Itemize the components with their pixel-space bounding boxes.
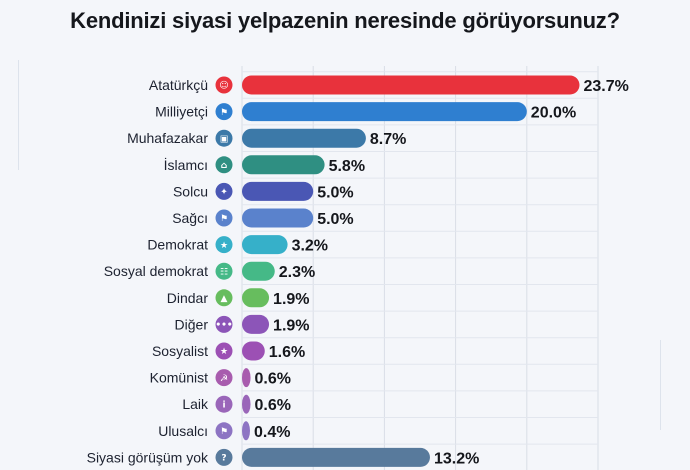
- data-label: 23.7%: [583, 78, 628, 95]
- data-label: 5.8%: [329, 158, 365, 175]
- bar: [242, 155, 325, 175]
- dots-icon-glyph: •••: [215, 321, 232, 331]
- data-label: 0.4%: [254, 424, 290, 441]
- decorative-line: [18, 60, 19, 170]
- category-label: Siyasi görüşüm yok: [87, 449, 209, 465]
- category-label: Sağcı: [172, 210, 208, 226]
- category-label: Diğer: [175, 316, 209, 332]
- data-label: 0.6%: [255, 397, 291, 414]
- flag-icon-glyph: ⚑: [220, 427, 228, 437]
- bar: [242, 75, 580, 95]
- group-icon-glyph: ☷: [220, 267, 228, 277]
- flag-icon: [215, 209, 233, 227]
- person-icon: [215, 76, 233, 94]
- hammer-sickle-icon: [215, 369, 233, 387]
- data-label: 20.0%: [531, 105, 576, 122]
- data-label: 1.9%: [273, 317, 309, 334]
- star-icon-glyph: ★: [220, 241, 228, 251]
- bar: [242, 261, 275, 281]
- mosque-icon: [215, 156, 233, 174]
- bar: [242, 394, 251, 414]
- bar: [242, 368, 251, 388]
- category-label: Muhafazakar: [127, 130, 208, 146]
- decorative-line: [660, 340, 661, 430]
- category-label: Laik: [182, 396, 209, 412]
- flag-icon: [215, 422, 233, 440]
- category-label: Milliyetçi: [155, 104, 208, 120]
- info-icon-glyph: i: [222, 400, 225, 410]
- data-label: 3.2%: [292, 238, 328, 255]
- bar: [242, 181, 314, 201]
- info-icon: [215, 395, 233, 413]
- star-icon-glyph: ★: [220, 347, 228, 357]
- bar: [242, 421, 250, 441]
- figure-icon-glyph: ✦: [220, 188, 228, 198]
- briefcase-icon: [215, 129, 233, 147]
- bar: [242, 235, 288, 255]
- chart-title: Kendinizi siyasi yelpazenin neresinde gö…: [70, 8, 620, 33]
- group-icon: [215, 262, 233, 280]
- data-label: 5.0%: [317, 184, 353, 201]
- data-label: 2.3%: [279, 264, 315, 281]
- briefcase-icon-glyph: ▣: [220, 134, 229, 144]
- category-label: Ulusalcı: [158, 423, 208, 439]
- category-label: Komünist: [150, 370, 208, 386]
- person-icon-glyph: ☺: [219, 80, 228, 91]
- data-label: 0.6%: [255, 371, 291, 388]
- bar: [242, 314, 270, 334]
- star-icon: [215, 342, 233, 360]
- dots-icon: [215, 315, 233, 333]
- data-label: 1.6%: [269, 344, 305, 361]
- data-label: 13.2%: [434, 450, 479, 467]
- question-icon-glyph: ?: [221, 454, 226, 464]
- prayer-icon: [215, 289, 233, 307]
- mosque-icon-glyph: ⌂: [221, 161, 228, 171]
- bar: [242, 447, 430, 467]
- bar: [242, 341, 265, 361]
- hammer-sickle-icon-glyph: ☭: [220, 374, 228, 384]
- bar: [242, 128, 366, 148]
- category-label: Sosyalist: [152, 343, 208, 359]
- flag-icon: [215, 103, 233, 121]
- category-label: Sosyal demokrat: [104, 263, 208, 279]
- bar: [242, 288, 270, 308]
- data-label: 1.9%: [273, 291, 309, 308]
- bar: [242, 102, 527, 122]
- question-icon: [215, 448, 233, 466]
- data-label: 8.7%: [370, 131, 406, 148]
- flag-icon-glyph: ⚑: [220, 214, 228, 224]
- category-label: İslamcı: [164, 156, 208, 173]
- data-label: 5.0%: [317, 211, 353, 228]
- figure-icon: [215, 182, 233, 200]
- star-icon: [215, 236, 233, 254]
- flag-icon-glyph: ⚑: [220, 108, 228, 118]
- bar: [242, 208, 314, 228]
- category-label: Dindar: [167, 290, 209, 306]
- category-label: Solcu: [173, 183, 208, 199]
- category-label: Atatürkçü: [149, 77, 208, 93]
- category-label: Demokrat: [147, 237, 208, 253]
- prayer-icon-glyph: ▲: [221, 294, 228, 304]
